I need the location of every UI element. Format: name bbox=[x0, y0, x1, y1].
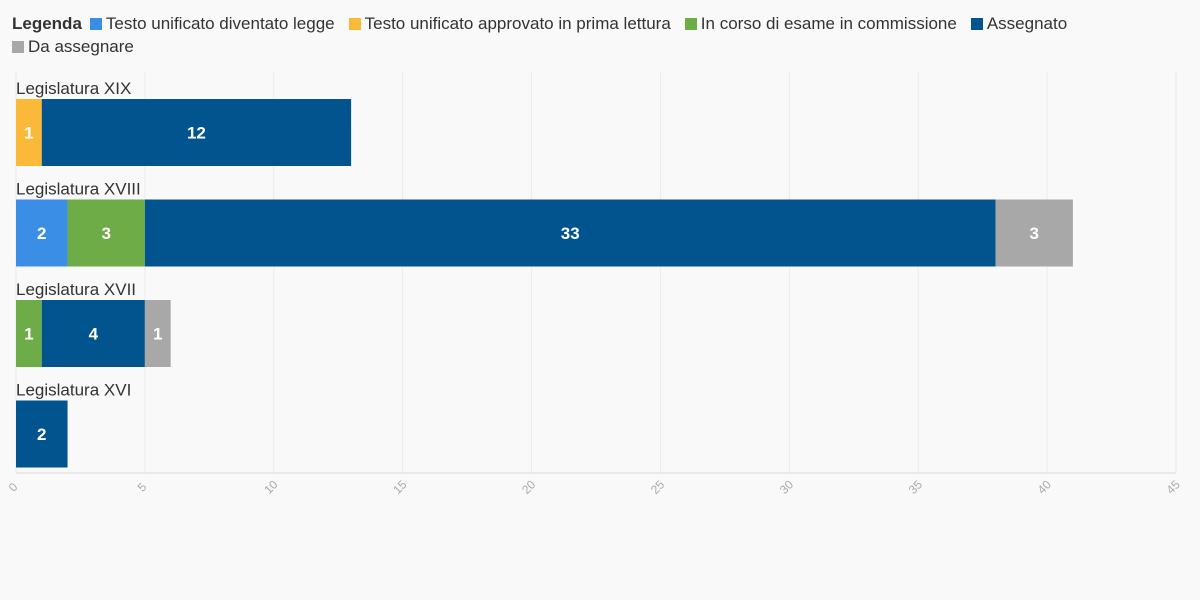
bar-segment[interactable] bbox=[995, 199, 1073, 267]
x-tick-label: 25 bbox=[648, 477, 668, 497]
x-tick-label: 40 bbox=[1035, 477, 1055, 497]
x-tick-label: 0 bbox=[6, 480, 21, 495]
bar-value-label: 3 bbox=[101, 224, 110, 243]
x-tick-label: 35 bbox=[906, 477, 926, 497]
bar-segment[interactable] bbox=[16, 199, 68, 267]
legend-label: In corso di esame in commissione bbox=[700, 14, 957, 33]
legend-item[interactable]: Testo unificato approvato in prima lettu… bbox=[348, 12, 671, 35]
category-label: Legislatura XVIII bbox=[16, 180, 141, 199]
bar-segment[interactable] bbox=[67, 199, 145, 267]
legend-item[interactable]: Assegnato bbox=[970, 12, 1068, 35]
bar-segment[interactable] bbox=[41, 99, 352, 166]
bar-value-label: 2 bbox=[37, 425, 46, 444]
legend-swatch bbox=[970, 17, 983, 30]
bar-value-label: 1 bbox=[24, 124, 33, 143]
legend-item[interactable]: Testo unificato diventato legge bbox=[89, 12, 335, 35]
legend-title: Legenda bbox=[12, 14, 82, 33]
bar-value-label: 1 bbox=[24, 325, 33, 344]
bar-value-label: 3 bbox=[1029, 224, 1038, 243]
bar-value-label: 1 bbox=[153, 325, 162, 344]
category-label: Legislatura XVI bbox=[16, 381, 131, 400]
x-tick-label: 20 bbox=[519, 477, 539, 497]
bar-segment[interactable] bbox=[41, 300, 145, 367]
x-tick-label: 45 bbox=[1163, 477, 1183, 497]
chart-legend: Legenda Testo unificato diventato legge T… bbox=[12, 12, 1162, 58]
legend-swatch bbox=[348, 17, 361, 30]
x-tick-label: 10 bbox=[261, 477, 281, 497]
bar-segment[interactable] bbox=[144, 300, 171, 367]
bar-value-label: 2 bbox=[37, 224, 46, 243]
bar-segment[interactable] bbox=[16, 300, 42, 367]
legend-swatch bbox=[684, 17, 697, 30]
legend-label: Testo unificato diventato legge bbox=[105, 14, 335, 33]
legend-item[interactable]: In corso di esame in commissione bbox=[684, 12, 957, 35]
legend-swatch bbox=[89, 17, 102, 30]
bar-segment[interactable] bbox=[16, 400, 68, 468]
bar-value-label: 4 bbox=[89, 325, 99, 344]
legend-label: Testo unificato approvato in prima lettu… bbox=[364, 14, 671, 33]
bar-value-label: 12 bbox=[187, 124, 206, 143]
legend-swatch bbox=[12, 40, 24, 53]
x-tick-label: 5 bbox=[135, 480, 150, 495]
legend-label: Da assegnare bbox=[28, 37, 134, 56]
legend-label: Assegnato bbox=[986, 14, 1068, 33]
category-label: Legislatura XIX bbox=[16, 79, 131, 98]
bar-value-label: 33 bbox=[561, 224, 580, 243]
legend-item[interactable]: Da assegnare bbox=[12, 35, 134, 58]
x-tick-label: 30 bbox=[777, 477, 797, 497]
category-label: Legislatura XVII bbox=[16, 280, 136, 299]
bar-segment[interactable] bbox=[16, 99, 42, 166]
x-tick-label: 15 bbox=[390, 477, 410, 497]
bar-segment[interactable] bbox=[144, 199, 996, 267]
